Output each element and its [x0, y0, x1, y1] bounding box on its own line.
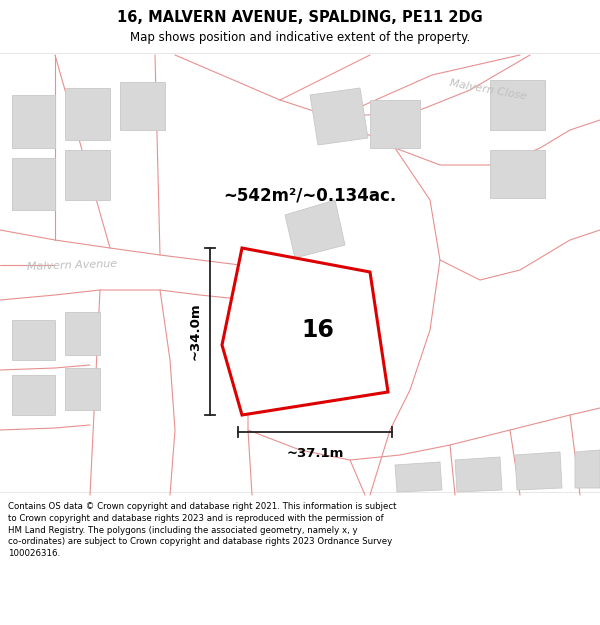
Polygon shape [12, 375, 55, 415]
Text: ~34.0m: ~34.0m [189, 302, 202, 360]
Text: 16: 16 [302, 318, 334, 342]
Polygon shape [12, 95, 55, 148]
Polygon shape [490, 150, 545, 198]
Polygon shape [65, 368, 100, 410]
Polygon shape [65, 312, 100, 355]
Text: 16, MALVERN AVENUE, SPALDING, PE11 2DG: 16, MALVERN AVENUE, SPALDING, PE11 2DG [117, 11, 483, 26]
Text: ~542m²/~0.134ac.: ~542m²/~0.134ac. [223, 186, 397, 204]
Text: Contains OS data © Crown copyright and database right 2021. This information is : Contains OS data © Crown copyright and d… [8, 502, 397, 558]
Polygon shape [65, 150, 110, 200]
Polygon shape [280, 265, 342, 322]
Text: ~37.1m: ~37.1m [286, 447, 344, 460]
Text: Malvern Avenue: Malvern Avenue [27, 258, 117, 272]
Polygon shape [12, 320, 55, 360]
Polygon shape [455, 457, 502, 492]
Polygon shape [515, 452, 562, 490]
Polygon shape [65, 88, 110, 140]
Polygon shape [282, 330, 335, 382]
Bar [0, 55, 600, 490]
Polygon shape [285, 200, 345, 258]
Polygon shape [395, 462, 442, 492]
Polygon shape [310, 88, 368, 145]
Polygon shape [222, 248, 388, 415]
Polygon shape [370, 100, 420, 148]
Text: Map shows position and indicative extent of the property.: Map shows position and indicative extent… [130, 31, 470, 44]
Polygon shape [575, 450, 600, 488]
Polygon shape [490, 80, 545, 130]
Polygon shape [120, 82, 165, 130]
Polygon shape [12, 158, 55, 210]
Text: Malvern Close: Malvern Close [448, 78, 527, 102]
